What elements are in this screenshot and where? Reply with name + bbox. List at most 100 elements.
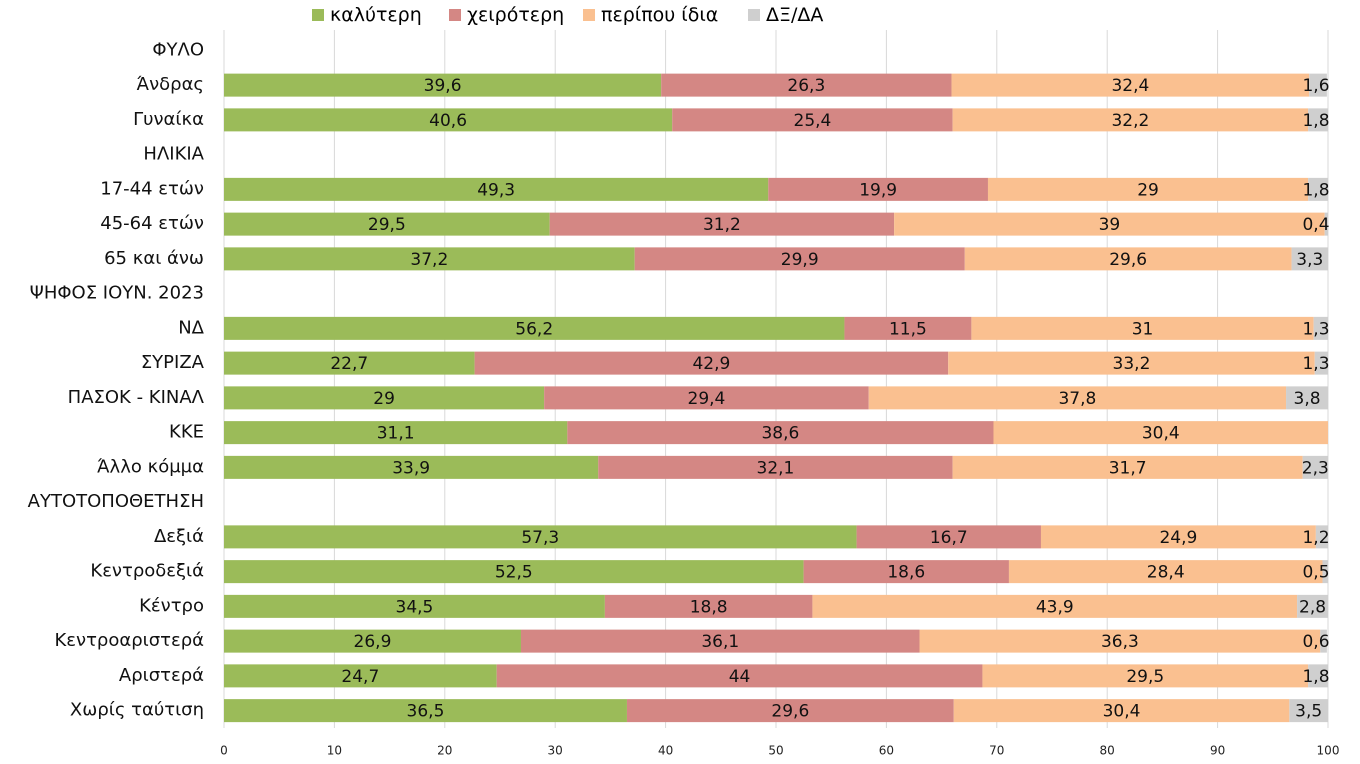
bar-segment-same	[964, 247, 1292, 271]
data-label-dk-na: 3,3	[1296, 250, 1323, 270]
bar-segment-dk-na	[1308, 177, 1328, 201]
bar-segment-worse	[634, 247, 965, 271]
category-label: Κεντροδεξιά	[90, 561, 204, 582]
data-label-dk-na: 3,8	[1294, 389, 1321, 409]
bar-segment-dk-na	[1297, 594, 1328, 618]
data-label-worse: 25,4	[794, 111, 832, 131]
bar-segment-better	[224, 108, 673, 132]
data-label-better: 56,2	[515, 319, 553, 339]
bar-segment-better	[224, 316, 845, 340]
data-label-better: 29	[373, 389, 395, 409]
data-label-worse: 32,1	[757, 458, 795, 478]
legend-item-worse: χειρότερη	[449, 2, 564, 28]
category-label: Κέντρο	[139, 595, 204, 616]
bar-segment-worse	[803, 560, 1009, 584]
data-label-same: 29,5	[1126, 667, 1164, 687]
bar-segment-worse	[474, 351, 949, 375]
category-label: Δεξιά	[154, 526, 204, 547]
x-tick-label: 100	[1317, 744, 1340, 758]
data-label-same: 39	[1099, 215, 1121, 235]
bar-segment-worse	[768, 177, 988, 201]
data-label-same: 29	[1137, 180, 1159, 200]
bar-segment-worse	[856, 525, 1041, 549]
data-label-better: 22,7	[330, 354, 368, 374]
category-label: Χωρίς ταύτιση	[70, 700, 204, 721]
bar-segment-worse	[844, 316, 972, 340]
data-label-better: 33,9	[392, 458, 430, 478]
legend-label-dk-na: ΔΞ/ΔΑ	[766, 4, 824, 26]
data-label-better: 57,3	[521, 528, 559, 548]
bar-segment-better	[224, 73, 662, 97]
data-label-same: 30,4	[1142, 424, 1180, 444]
bar-segment-dk-na	[1308, 664, 1328, 688]
legend-swatch-same	[583, 9, 595, 21]
group-header-label: ΨΗΦΟΣ ΙΟΥΝ. 2023	[30, 283, 204, 304]
bar-segment-same	[952, 108, 1309, 132]
data-label-worse: 11,5	[889, 319, 927, 339]
legend-label-worse: χειρότερη	[467, 4, 565, 26]
bar-segment-same	[894, 212, 1325, 236]
data-label-better: 36,5	[407, 702, 445, 722]
legend-swatch-better	[312, 9, 324, 21]
legend-swatch-worse	[449, 9, 461, 21]
category-label: Αριστερά	[119, 665, 204, 686]
data-label-dk-na: 2,3	[1302, 458, 1329, 478]
data-label-dk-na: 2,8	[1299, 597, 1326, 617]
bar-segment-worse	[520, 629, 920, 653]
bar-segment-same	[953, 699, 1290, 723]
data-label-worse: 16,7	[930, 528, 968, 548]
data-label-better: 29,5	[368, 215, 406, 235]
category-label: Κεντροαριστερά	[54, 630, 204, 651]
data-label-worse: 19,9	[859, 180, 897, 200]
bar-segment-dk-na	[1315, 525, 1328, 549]
bar-segment-better	[224, 386, 545, 410]
category-label: ΚΚΕ	[169, 422, 204, 443]
bar-segment-better	[224, 351, 475, 375]
data-label-same: 29,6	[1109, 250, 1147, 270]
chart-legend: καλύτερη χειρότερη περίπου ίδια ΔΞ/ΔΑ	[0, 2, 1360, 28]
x-tick-label: 60	[879, 744, 894, 758]
bar-segment-same	[993, 421, 1328, 445]
bar-segment-same	[1008, 560, 1323, 584]
data-label-better: 34,5	[396, 597, 434, 617]
legend-item-better: καλύτερη	[312, 2, 422, 28]
bar-segment-worse	[661, 73, 952, 97]
category-label: 45-64 ετών	[100, 213, 204, 234]
category-label: ΣΥΡΙΖΑ	[141, 352, 205, 373]
data-label-same: 32,2	[1111, 111, 1149, 131]
category-label: 17-44 ετών	[100, 178, 204, 199]
data-label-dk-na: 1,2	[1302, 528, 1329, 548]
bar-segment-better	[224, 629, 521, 653]
bar-segment-same	[987, 177, 1309, 201]
category-label: Άλλο κόμμα	[97, 456, 204, 477]
x-tick-label: 20	[437, 744, 452, 758]
legend-item-same: περίπου ίδια	[583, 2, 718, 28]
x-tick-label: 30	[548, 744, 563, 758]
bar-segment-better	[224, 421, 568, 445]
data-label-same: 28,4	[1147, 563, 1185, 583]
legend-item-dk-na: ΔΞ/ΔΑ	[748, 2, 823, 28]
data-label-dk-na: 0,4	[1302, 215, 1329, 235]
bar-segment-dk-na	[1320, 629, 1327, 653]
data-label-better: 26,9	[354, 632, 392, 652]
bar-segment-dk-na	[1314, 351, 1328, 375]
data-label-same: 36,3	[1101, 632, 1139, 652]
data-label-better: 49,3	[477, 180, 515, 200]
category-label: Άνδρας	[137, 74, 204, 95]
data-label-better: 31,1	[377, 424, 415, 444]
bar-segment-worse	[567, 421, 994, 445]
bar-segment-same	[952, 455, 1303, 479]
data-label-worse: 26,3	[787, 76, 825, 96]
data-label-dk-na: 0,6	[1302, 632, 1329, 652]
category-label: Γυναίκα	[133, 109, 204, 130]
legend-swatch-dk-na	[748, 9, 760, 21]
bar-segment-same	[868, 386, 1287, 410]
data-label-better: 37,2	[410, 250, 448, 270]
x-tick-label: 80	[1100, 744, 1115, 758]
data-label-worse: 36,1	[701, 632, 739, 652]
group-header-label: ΗΛΙΚΙΑ	[143, 144, 204, 165]
data-label-same: 43,9	[1036, 597, 1074, 617]
data-label-worse: 38,6	[761, 424, 799, 444]
data-label-same: 32,4	[1111, 76, 1149, 96]
data-label-dk-na: 1,8	[1302, 111, 1329, 131]
